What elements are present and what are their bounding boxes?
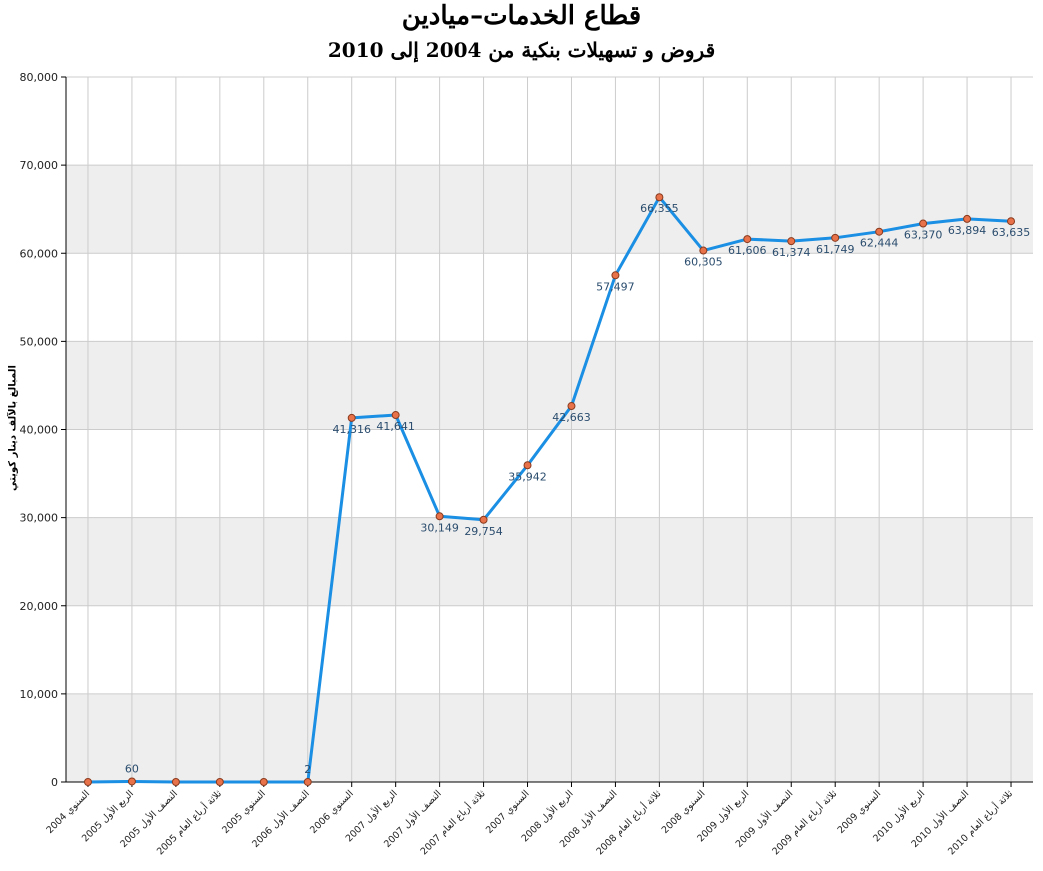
data-label: 57,497	[596, 280, 635, 293]
data-point	[215, 778, 224, 786]
plot-band	[66, 517, 1033, 606]
data-label: 42,663	[552, 411, 591, 424]
data-point	[259, 778, 268, 786]
data-points	[83, 193, 1016, 786]
data-label: 66,355	[640, 202, 679, 215]
plot-bands	[66, 165, 1033, 782]
data-labels: 60 2 41,316 41,641 30,149 29,754 35,942 42,663 5…	[125, 202, 1030, 776]
data-point	[919, 219, 928, 228]
data-point	[875, 227, 884, 236]
plot-band	[66, 165, 1033, 254]
data-point	[1007, 217, 1016, 226]
x-tick-label: السنوي 2006	[308, 788, 356, 836]
y-tick-label: 30,000	[20, 512, 59, 525]
x-tick-label: السنوي 2004	[44, 788, 92, 836]
data-point	[963, 214, 972, 223]
data-point	[303, 777, 312, 786]
y-tick-label: 10,000	[20, 688, 59, 701]
data-point	[743, 235, 752, 244]
data-label: 63,635	[992, 226, 1031, 239]
data-label: 41,641	[376, 420, 415, 433]
x-tick-label: السنوي 2007	[484, 788, 532, 836]
data-label: 60	[125, 762, 139, 775]
data-point	[479, 515, 488, 524]
plot-band	[66, 693, 1033, 782]
data-label: 63,894	[948, 224, 987, 237]
data-label: 35,942	[508, 470, 547, 483]
data-label: 61,749	[816, 243, 855, 256]
data-point	[567, 402, 576, 411]
y-tick-label: 50,000	[20, 335, 59, 348]
y-tick-label: 60,000	[20, 247, 59, 260]
data-point	[655, 193, 664, 202]
y-tick-label: 70,000	[20, 159, 59, 172]
plot-band	[66, 341, 1033, 430]
y-tick-label: 0	[51, 776, 58, 789]
y-tick-label: 80,000	[20, 71, 59, 84]
x-tick-label: السنوي 2008	[660, 788, 708, 836]
data-label: 61,374	[772, 246, 811, 259]
y-tick-labels: 0 10,000 20,000 30,000 40,000 50,000 60,000 70,…	[20, 71, 59, 789]
data-label: 30,149	[420, 521, 459, 534]
data-label: 60,305	[684, 256, 723, 269]
data-label: 41,316	[332, 423, 371, 436]
y-tick-label: 40,000	[20, 424, 59, 437]
chart-title: قطاع الخدمات–ميادين	[401, 1, 642, 31]
data-label: 62,444	[860, 237, 899, 250]
data-label: 61,606	[728, 244, 767, 257]
data-point	[435, 512, 444, 521]
data-point	[171, 778, 180, 786]
data-label: 29,754	[464, 525, 503, 538]
data-point	[523, 461, 532, 470]
data-point	[127, 777, 136, 786]
data-point	[391, 411, 400, 420]
series-polyline	[86, 195, 1013, 784]
series-line	[86, 195, 1013, 784]
data-point	[699, 246, 708, 255]
x-tick-label: السنوي 2009	[836, 788, 884, 836]
data-point	[347, 413, 356, 422]
x-tick-label: السنوي 2005	[220, 788, 268, 836]
data-point	[83, 778, 92, 786]
data-point	[611, 271, 620, 280]
data-point	[831, 233, 840, 242]
data-label: 2	[304, 763, 311, 776]
y-tick-label: 20,000	[20, 600, 59, 613]
chart-subtitle: قروض و تسهيلات بنكية من 2004 إلى 2010	[327, 38, 716, 62]
data-label: 63,370	[904, 229, 943, 242]
data-point	[787, 237, 796, 246]
